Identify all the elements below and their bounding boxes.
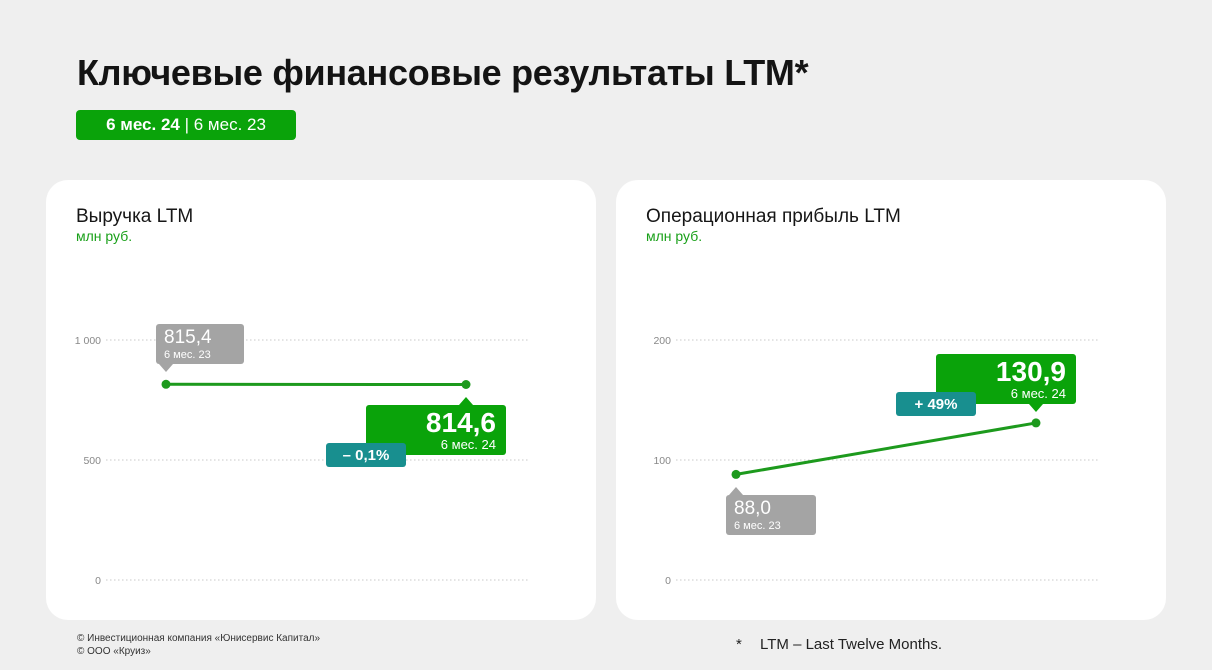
copyright-line: © ООО «Круиз» bbox=[77, 646, 151, 657]
current-value-callout-pointer bbox=[459, 397, 473, 405]
operating-profit-card-unit: млн руб. bbox=[646, 228, 703, 244]
current-value-callout-value: 814,6 bbox=[426, 407, 496, 438]
copyright-block: © Инвестиционная компания «Юнисервис Кап… bbox=[77, 632, 320, 658]
page-title: Ключевые финансовые результаты LTM* bbox=[77, 52, 809, 93]
current-value-callout-pointer bbox=[1029, 404, 1043, 412]
y-tick-label: 0 bbox=[665, 575, 671, 587]
y-tick-label: 200 bbox=[653, 335, 671, 347]
period-separator: | bbox=[184, 115, 190, 134]
data-point bbox=[461, 379, 471, 389]
period-pill: 6 мес. 24 | 6 мес. 23 bbox=[76, 110, 296, 140]
change-badge-box bbox=[896, 392, 976, 416]
revenue-card-unit: млн руб. bbox=[76, 228, 133, 244]
data-point bbox=[161, 379, 171, 389]
previous-value-callout-pointer bbox=[159, 364, 173, 372]
change-badge: – 0,1% bbox=[326, 443, 406, 467]
current-value-callout-box bbox=[936, 354, 1076, 404]
previous-value-callout: 815,46 мес. 23 bbox=[156, 324, 244, 372]
current-value-callout-value: 130,9 bbox=[996, 356, 1066, 387]
current-value-callout: 814,66 мес. 24 bbox=[366, 397, 506, 455]
change-badge: + 49% bbox=[896, 392, 976, 416]
previous-value-callout: 88,06 мес. 23 bbox=[726, 487, 816, 535]
change-badge-box bbox=[326, 443, 406, 467]
current-value-callout-box bbox=[366, 405, 506, 455]
operating-profit-card: Операционная прибыль LTM млн руб. 0 100 20… bbox=[616, 180, 1166, 620]
series-line bbox=[735, 421, 1037, 476]
operating-profit-card-title: Операционная прибыль LTM bbox=[646, 206, 901, 227]
previous-value-callout-period: 6 мес. 23 bbox=[164, 349, 211, 361]
previous-value-callout-pointer bbox=[729, 487, 743, 495]
current-value-callout-period: 6 мес. 24 bbox=[1011, 386, 1066, 401]
y-tick-label: 1 000 bbox=[75, 335, 101, 347]
copyright-line: © Инвестиционная компания «Юнисервис Кап… bbox=[77, 633, 321, 644]
revenue-card-title: Выручка LTM bbox=[76, 206, 194, 227]
footnote-marker: * bbox=[736, 636, 742, 653]
previous-value-callout-period: 6 мес. 23 bbox=[734, 520, 781, 532]
current-value-callout-period: 6 мес. 24 bbox=[441, 437, 496, 452]
period-current: 6 мес. 24 bbox=[106, 115, 180, 134]
previous-value-callout-box bbox=[156, 324, 244, 364]
ltm-footnote: * LTM – Last Twelve Months. bbox=[736, 636, 942, 653]
y-tick-label: 0 bbox=[95, 575, 101, 587]
data-point bbox=[731, 469, 741, 479]
change-badge-label: – 0,1% bbox=[343, 447, 390, 464]
period-previous: 6 мес. 23 bbox=[193, 115, 266, 134]
previous-value-callout-value: 88,0 bbox=[734, 498, 771, 519]
previous-value-callout-box bbox=[726, 495, 816, 535]
data-point bbox=[1031, 418, 1041, 428]
footnote-text: LTM – Last Twelve Months. bbox=[760, 636, 943, 653]
y-tick-label: 100 bbox=[653, 455, 671, 467]
y-tick-label: 500 bbox=[83, 455, 101, 467]
current-value-callout: 130,96 мес. 24 bbox=[936, 354, 1076, 412]
change-badge-label: + 49% bbox=[915, 396, 958, 413]
revenue-card: Выручка LTM млн руб. 0 500 1 000 815,4 6 мес… bbox=[46, 180, 596, 620]
previous-value-callout-value: 815,4 bbox=[164, 327, 212, 348]
